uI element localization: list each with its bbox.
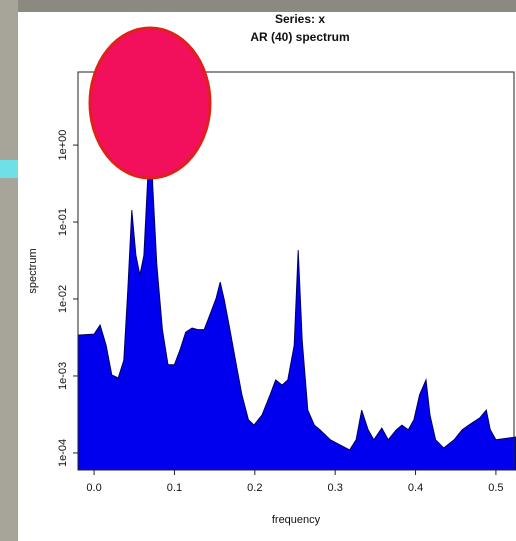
y-tick-label: 1e+00 bbox=[57, 130, 69, 161]
highlight-ellipse bbox=[90, 28, 210, 178]
background-accent bbox=[0, 160, 18, 178]
y-tick-label: 1e-04 bbox=[57, 439, 69, 467]
background-photo-top bbox=[0, 0, 516, 12]
x-tick-label: 0.4 bbox=[408, 482, 423, 494]
y-tick-label: 1e-01 bbox=[57, 208, 69, 236]
y-axis-label: spectrum bbox=[27, 248, 39, 293]
x-axis-label: frequency bbox=[272, 514, 321, 526]
chart-subtitle: AR (40) spectrum bbox=[250, 30, 349, 44]
background-photo-left bbox=[0, 0, 18, 541]
x-tick-label: 0.5 bbox=[488, 482, 503, 494]
x-tick-label: 0.0 bbox=[86, 482, 101, 494]
page: {"chart_data": { "type": "area", "title"… bbox=[0, 0, 516, 541]
chart: Series: x AR (40) spectrum frequency spe… bbox=[0, 0, 516, 541]
x-tick-label: 0.1 bbox=[167, 482, 182, 494]
x-tick-label: 0.3 bbox=[328, 482, 343, 494]
x-tick-label: 0.2 bbox=[247, 482, 262, 494]
chart-title: Series: x bbox=[275, 12, 325, 26]
y-tick-label: 1e-02 bbox=[57, 285, 69, 313]
y-tick-label: 1e-03 bbox=[57, 362, 69, 390]
